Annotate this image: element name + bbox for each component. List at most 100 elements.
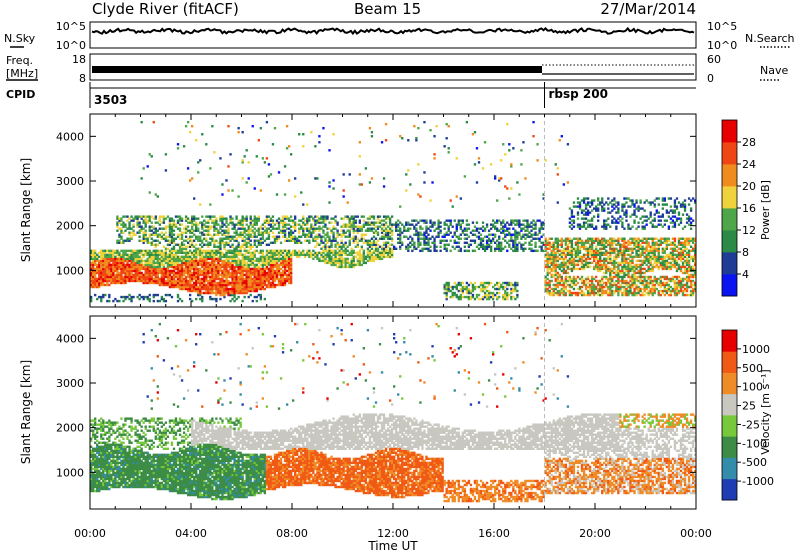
range-gate-cell (411, 223, 414, 226)
range-gate-cell (134, 251, 137, 255)
range-gate-cell (195, 247, 198, 251)
range-gate-cell (340, 245, 343, 248)
range-gate-cell (566, 245, 570, 248)
range-gate-cell (219, 251, 222, 255)
range-gate-cell (597, 265, 600, 269)
range-gate-cell (180, 281, 184, 285)
range-gate-cell (514, 229, 517, 232)
range-gate-cell (316, 221, 319, 224)
range-gate-cell (508, 231, 511, 234)
range-gate-cell (502, 227, 505, 230)
range-gate-cell (158, 267, 161, 271)
range-gate-cell (188, 273, 192, 277)
range-gate-cell (554, 291, 557, 295)
range-gate-cell (582, 291, 586, 295)
range-gate-cell (376, 257, 380, 261)
range-gate-cell (312, 225, 315, 228)
range-gate-cell (445, 291, 448, 295)
range-gate-cell (148, 281, 151, 285)
range-gate-cell (249, 243, 252, 246)
range-gate-cell (209, 225, 212, 228)
range-gate-cell (465, 249, 469, 253)
range-gate-cell (128, 249, 131, 253)
range-gate-cell (245, 243, 248, 246)
range-gate-cell (227, 263, 230, 267)
range-gate-cell (580, 289, 584, 293)
range-gate-cell (348, 251, 351, 255)
range-gate-cell (156, 299, 159, 303)
range-gate-cell (251, 124, 254, 128)
range-gate-cell (249, 247, 252, 251)
range-gate-cell (564, 269, 568, 273)
range-gate-cell (235, 285, 238, 289)
range-gate-cell (265, 253, 269, 257)
range-gate-cell (544, 283, 547, 287)
range-gate-cell (92, 271, 95, 275)
range-gate-cell (205, 283, 208, 287)
range-gate-cell (188, 297, 192, 301)
range-gate-cell (144, 225, 147, 228)
range-gate-cell (170, 251, 174, 255)
range-gate-cell (191, 289, 194, 293)
range-gate-cell (92, 275, 95, 279)
range-gate-cell (384, 221, 388, 224)
range-gate-cell (358, 259, 361, 263)
range-gate-cell (241, 269, 244, 273)
range-gate-cell (599, 255, 602, 259)
range-gate-cell (376, 217, 380, 220)
range-gate-cell (471, 287, 475, 291)
range-gate-cell (386, 255, 390, 259)
range-gate-cell (552, 251, 555, 255)
range-gate-cell (162, 273, 166, 277)
range-gate-cell (142, 275, 145, 279)
range-gate-cell (104, 277, 107, 281)
range-gate-cell (96, 253, 99, 257)
range-gate-cell (267, 277, 271, 281)
range-gate-cell (340, 247, 343, 251)
range-gate-cell (176, 251, 180, 255)
range-gate-cell (324, 261, 327, 265)
range-gate-cell (449, 231, 452, 234)
range-gate-cell (570, 249, 574, 253)
range-gate-cell (261, 285, 265, 289)
range-gate-cell (332, 231, 335, 234)
range-gate-cell (188, 269, 192, 273)
range-gate-cell (595, 225, 598, 228)
range-gate-cell (257, 229, 260, 232)
range-gate-cell (102, 279, 105, 283)
range-gate-cell (405, 247, 408, 251)
range-gate-cell (136, 265, 139, 269)
range-gate-cell (599, 287, 602, 291)
range-gate-cell (388, 221, 392, 224)
range-gate-cell (215, 265, 218, 269)
range-gate-cell (265, 263, 269, 267)
range-gate-cell (215, 277, 218, 281)
range-gate-cell (590, 291, 594, 295)
range-gate-cell (235, 237, 238, 240)
range-gate-cell (267, 219, 271, 222)
range-gate-cell (510, 219, 513, 222)
range-gate-cell (378, 245, 382, 248)
range-gate-cell (140, 120, 143, 124)
range-gate-cell (231, 237, 234, 240)
range-gate-cell (320, 227, 323, 230)
range-gate-cell (399, 235, 402, 238)
range-gate-cell (241, 261, 244, 265)
range-gate-cell (116, 299, 119, 303)
range-gate-cell (590, 217, 594, 220)
range-gate-cell (241, 271, 244, 275)
range-gate-cell (592, 255, 596, 259)
range-gate-cell (574, 293, 578, 297)
range-gate-cell (100, 277, 103, 281)
range-gate-cell (292, 237, 295, 240)
range-gate-cell (494, 249, 497, 253)
range-gate-cell (269, 217, 273, 220)
range-gate-cell (356, 215, 359, 218)
range-gate-cell (289, 271, 293, 275)
range-gate-cell (556, 273, 559, 277)
range-gate-cell (386, 251, 390, 255)
range-gate-cell (574, 255, 578, 259)
range-gate-cell (126, 261, 129, 265)
range-gate-cell (607, 207, 610, 210)
